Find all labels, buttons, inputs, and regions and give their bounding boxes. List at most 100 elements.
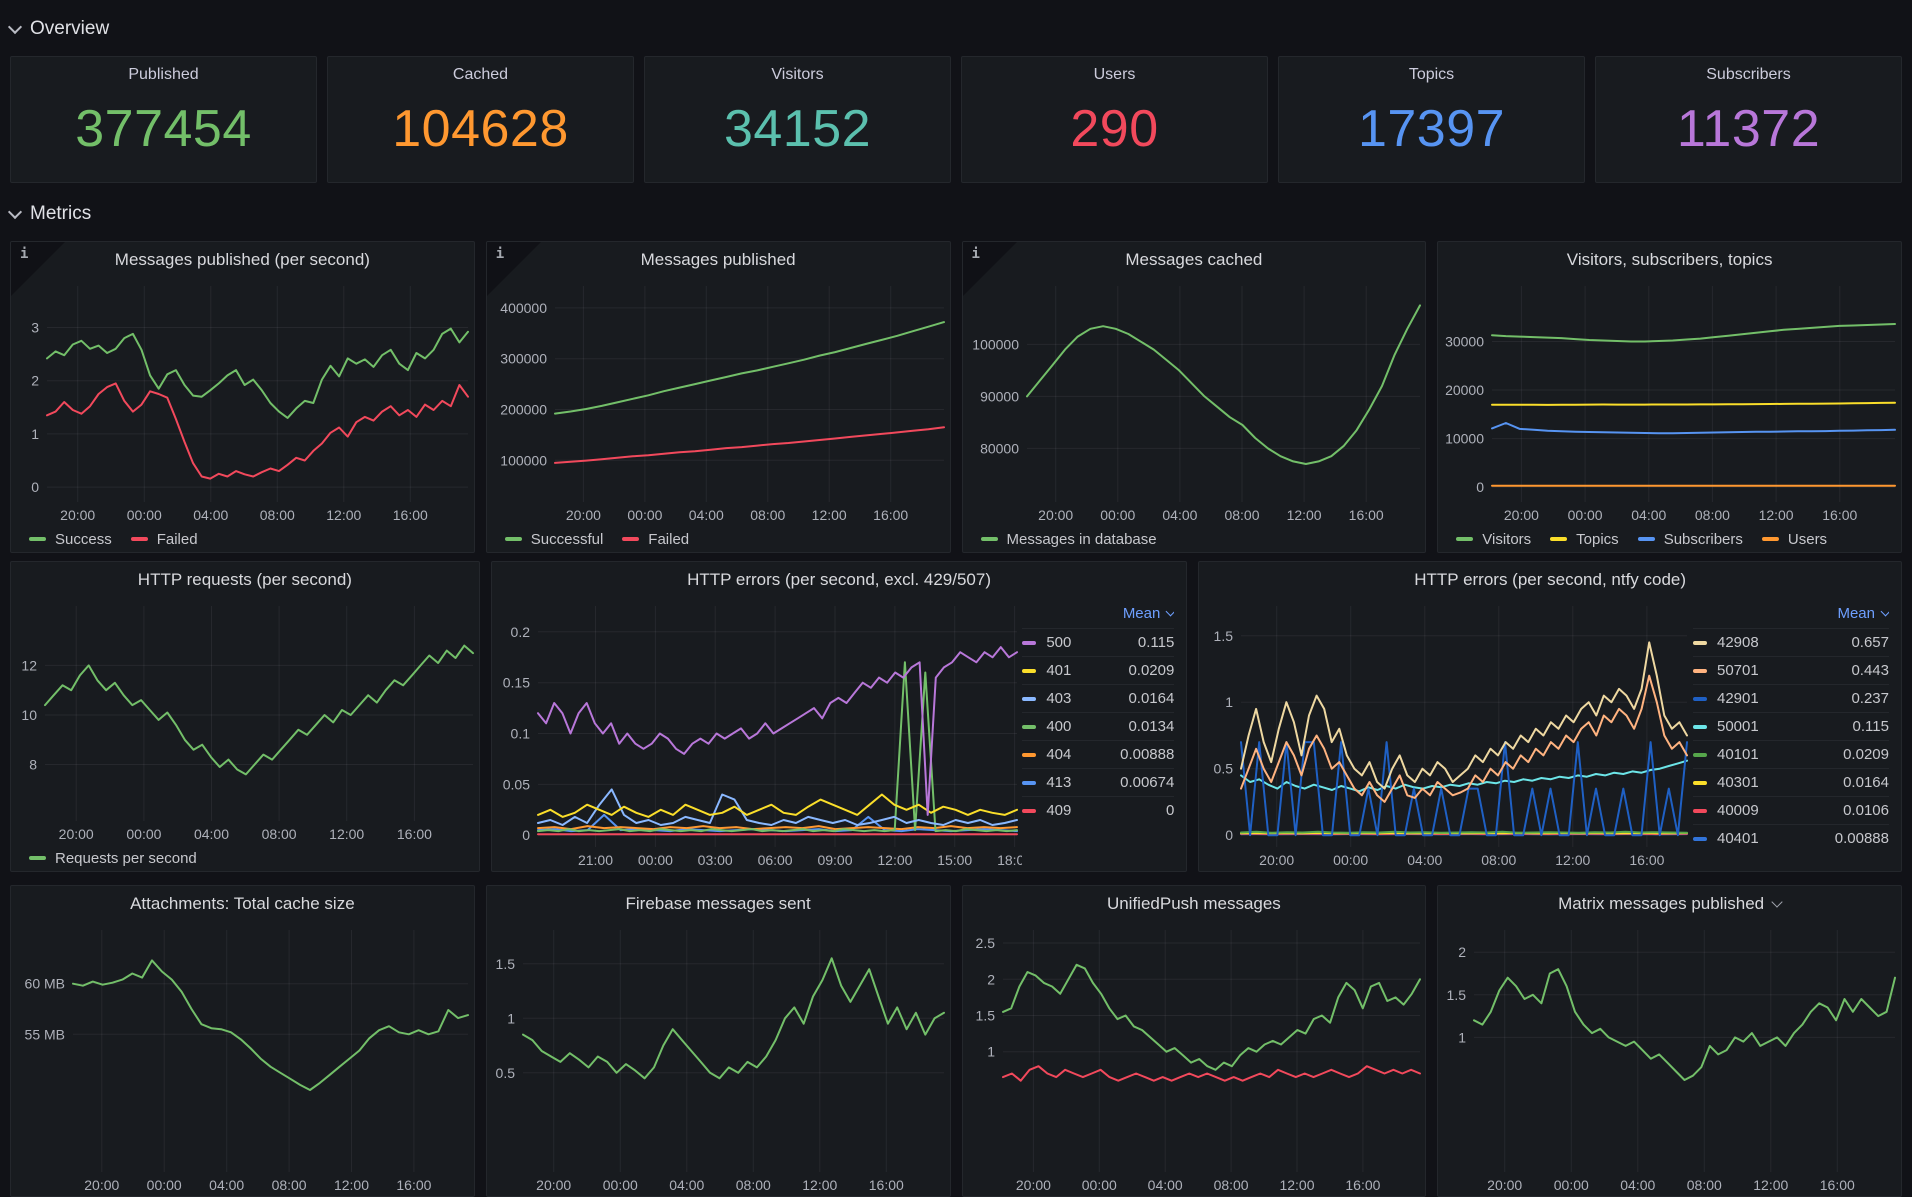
- stat-panel-title[interactable]: Users: [1093, 66, 1136, 83]
- legend-item[interactable]: Topics: [1550, 531, 1619, 548]
- legend-table: Mean 500 0.115 401 0.0209 403 0.0164 400 0.0134 4…: [1022, 598, 1175, 871]
- panel-title[interactable]: Firebase messages sent: [625, 894, 811, 913]
- chart-area[interactable]: 1 1.5 2 2.5 20:00 00:00 04:00 08:00 12:00 16:00: [963, 922, 1426, 1196]
- series-label: 42901: [1716, 690, 1759, 707]
- panel-title[interactable]: Visitors, subscribers, topics: [1566, 250, 1773, 269]
- svg-text:08:00: 08:00: [262, 826, 297, 842]
- series-label: 40301: [1716, 774, 1759, 791]
- svg-text:16:00: 16:00: [393, 507, 428, 523]
- svg-text:10: 10: [21, 707, 37, 723]
- info-icon[interactable]: i: [962, 242, 1017, 296]
- chart-area[interactable]: 1 1.5 2 20:00 00:00 04:00 08:00 12:00 16:00: [1438, 922, 1901, 1196]
- panel-title[interactable]: HTTP errors (per second, excl. 429/507): [687, 570, 992, 589]
- panel-title[interactable]: Attachments: Total cache size: [130, 894, 355, 913]
- legend-label: Requests per second: [55, 849, 197, 867]
- legend-item[interactable]: Failed: [130, 531, 198, 548]
- svg-text:20:00: 20:00: [59, 826, 94, 842]
- chart-area[interactable]: 55 MB 60 MB 20:00 00:00 04:00 08:00 12:00 16:00: [11, 922, 474, 1196]
- chevron-down-icon: [7, 204, 23, 220]
- panel-title[interactable]: Messages published (per second): [114, 250, 370, 269]
- legend-mean-sort-header[interactable]: Mean: [1022, 598, 1175, 628]
- panel-title[interactable]: HTTP errors (per second, ntfy code): [1414, 570, 1687, 589]
- stat-panel-title[interactable]: Visitors: [771, 66, 824, 83]
- legend-table-row[interactable]: 404 0.00888: [1022, 740, 1175, 768]
- series-mean-value: 0.0134: [1128, 718, 1175, 735]
- legend-swatch: [1761, 537, 1779, 541]
- legend-table-row[interactable]: 42901 0.237: [1692, 684, 1889, 712]
- legend-item[interactable]: Requests per second: [29, 850, 197, 867]
- chart-area[interactable]: 0 10000 20000 30000 20:00 00:00 04:00 08:00 12:0…: [1438, 278, 1901, 526]
- legend-table-row[interactable]: 40101 0.0209: [1692, 740, 1889, 768]
- panel-title[interactable]: Matrix messages published: [1438, 886, 1901, 922]
- chart-area[interactable]: 0 0.5 1 1.5 20:00 00:00 04:00 08:00 12:00 16:00: [1199, 598, 1693, 871]
- chart-area[interactable]: 0.5 1 1.5 20:00 00:00 04:00 08:00 12:00 16:00: [487, 922, 950, 1196]
- legend-item[interactable]: Successful: [504, 531, 603, 548]
- legend-table-row[interactable]: 40009 0.0106: [1692, 796, 1889, 824]
- legend-item[interactable]: Subscribers: [1637, 531, 1743, 548]
- legend-table-row[interactable]: 500 0.115: [1022, 628, 1175, 656]
- svg-text:00:00: 00:00: [627, 507, 662, 523]
- series-label: 500: [1046, 634, 1072, 651]
- stat-value: 17397: [1357, 100, 1506, 158]
- series-swatch: [1692, 668, 1707, 673]
- stat-panel-title[interactable]: Cached: [452, 66, 509, 83]
- svg-text:300000: 300000: [500, 351, 547, 367]
- svg-text:04:00: 04:00: [1621, 1177, 1656, 1193]
- stat-panel-title[interactable]: Subscribers: [1706, 66, 1791, 83]
- panel-title[interactable]: Messages cached: [1125, 250, 1263, 269]
- legend-table-row[interactable]: 50001 0.115: [1692, 712, 1889, 740]
- panel-title[interactable]: HTTP requests (per second): [137, 570, 352, 589]
- legend-swatch: [29, 537, 46, 541]
- legend-table-row[interactable]: 50701 0.443: [1692, 656, 1889, 684]
- section-header-metrics[interactable]: Metrics: [7, 199, 1902, 229]
- legend-swatch: [980, 537, 998, 541]
- legend-table-row[interactable]: 40301 0.0164: [1692, 768, 1889, 796]
- panel-http-requests: HTTP requests (per second) 8 10 12 20:00 00:…: [10, 561, 480, 872]
- legend-mean-sort-header[interactable]: Mean: [1693, 598, 1889, 628]
- info-icon[interactable]: i: [11, 242, 65, 296]
- series-mean-value: 0.0106: [1843, 802, 1889, 819]
- svg-text:20:00: 20:00: [1015, 1177, 1050, 1193]
- stat-panel-published: Published 377454: [10, 56, 317, 183]
- panel-attachments-cache-size: Attachments: Total cache size 55 MB 60 MB…: [10, 885, 475, 1197]
- svg-text:12:00: 12:00: [811, 507, 846, 523]
- legend-item[interactable]: Visitors: [1456, 531, 1531, 548]
- section-header-overview[interactable]: Overview: [7, 14, 1902, 44]
- svg-text:2: 2: [987, 971, 995, 987]
- legend: Requests per second: [11, 845, 479, 871]
- legend-table-row[interactable]: 409 0: [1022, 796, 1175, 824]
- stat-panel-title[interactable]: Topics: [1408, 66, 1455, 83]
- series-mean-value: 0.00674: [1120, 774, 1175, 791]
- chart-area[interactable]: 0 0.05 0.1 0.15 0.2 21:00 00:00 03:00 06:00 09:00…: [492, 598, 1022, 871]
- legend-table-row[interactable]: 40401 0.00888: [1692, 824, 1889, 852]
- svg-text:04:00: 04:00: [194, 826, 229, 842]
- series-swatch: [1692, 724, 1707, 729]
- chart-area[interactable]: 100000 200000 300000 400000 20:00 00:00 04:00 0…: [487, 278, 950, 526]
- chart-area[interactable]: 80000 90000 100000 20:00 00:00 04:00 08:00 12:0…: [963, 278, 1426, 526]
- svg-text:0: 0: [1226, 827, 1234, 843]
- legend-item[interactable]: Failed: [622, 531, 689, 548]
- legend-item[interactable]: Users: [1761, 531, 1827, 548]
- legend-table-row[interactable]: 401 0.0209: [1022, 656, 1175, 684]
- svg-text:04:00: 04:00: [669, 1177, 704, 1193]
- series-mean-value: 0.115: [1137, 634, 1175, 651]
- stat-panel-title[interactable]: Published: [128, 66, 199, 83]
- panel-messages-published: i Messages published 100000 200000 300000 4…: [485, 241, 951, 553]
- legend-table-row[interactable]: 42908 0.657: [1692, 628, 1889, 656]
- chart-svg: 80000 90000 100000 20:00 00:00 04:00 08:00 12:0…: [972, 286, 1421, 523]
- info-icon[interactable]: i: [486, 242, 541, 296]
- chart-area[interactable]: 8 10 12 20:00 00:00 04:00 08:00 12:00 16:00: [11, 598, 479, 845]
- panel-title[interactable]: Messages published: [640, 250, 796, 269]
- svg-text:100000: 100000: [972, 336, 1019, 352]
- chart-area[interactable]: 0 1 2 3 20:00 00:00 04:00 08:00 12:00 16:00: [11, 278, 474, 526]
- svg-text:16:00: 16:00: [1823, 507, 1858, 523]
- legend-table-row[interactable]: 400 0.0134: [1022, 712, 1175, 740]
- legend-table-row[interactable]: 403 0.0164: [1022, 684, 1175, 712]
- legend-table-row[interactable]: 413 0.00674: [1022, 768, 1175, 796]
- legend-item[interactable]: Success: [29, 531, 112, 548]
- svg-text:00:00: 00:00: [1081, 1177, 1116, 1193]
- svg-text:400000: 400000: [500, 300, 547, 316]
- panel-title[interactable]: UnifiedPush messages: [1106, 894, 1281, 913]
- series-label: 40401: [1716, 830, 1759, 847]
- legend-item[interactable]: Messages in database: [980, 531, 1157, 548]
